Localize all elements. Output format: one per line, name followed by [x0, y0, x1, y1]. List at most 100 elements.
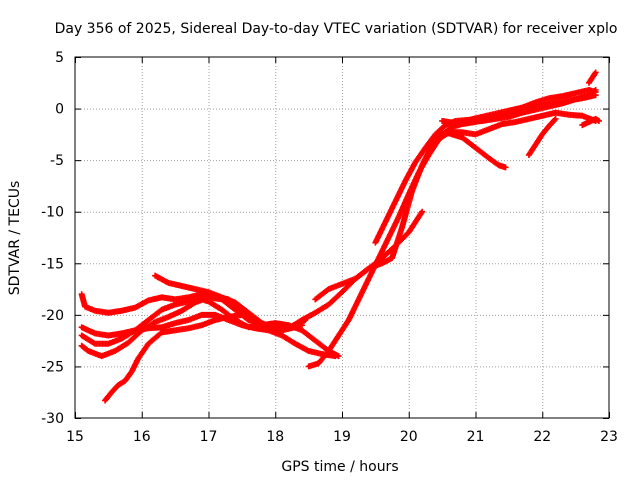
data-point	[245, 309, 252, 316]
data-point	[545, 103, 552, 110]
data-point	[585, 79, 592, 86]
data-point	[465, 118, 472, 125]
data-point	[419, 162, 426, 169]
data-point	[225, 313, 232, 320]
data-point	[238, 322, 245, 329]
data-point	[492, 115, 499, 122]
series-track-13	[579, 115, 602, 129]
data-point	[525, 151, 532, 158]
data-point	[519, 104, 526, 111]
series-track-12	[525, 115, 559, 158]
data-point	[212, 317, 219, 324]
data-marker-fill	[591, 87, 598, 94]
data-point	[365, 275, 372, 282]
x-tick-label: 20	[400, 429, 418, 445]
data-point	[339, 289, 345, 296]
data-point	[92, 340, 99, 347]
data-point	[559, 100, 566, 107]
data-point	[158, 294, 165, 301]
data-point	[325, 301, 332, 308]
series-track-10	[432, 130, 509, 171]
data-point	[118, 330, 125, 337]
data-point	[82, 303, 89, 310]
data-point	[205, 294, 212, 301]
data-point	[395, 213, 402, 220]
data-point	[298, 317, 305, 324]
data-point	[105, 309, 112, 316]
data-point	[98, 353, 105, 360]
x-tick-label: 23	[600, 429, 618, 445]
data-point	[105, 340, 112, 347]
data-point	[439, 117, 446, 124]
data-point	[185, 325, 192, 332]
y-tick-label: -25	[41, 359, 64, 375]
x-tick-label: 16	[133, 429, 151, 445]
data-point	[125, 339, 132, 346]
data-point	[152, 272, 159, 279]
data-point	[152, 319, 159, 326]
data-point	[345, 317, 352, 324]
data-point	[178, 307, 185, 314]
y-tick-label: -20	[41, 308, 64, 324]
data-point	[355, 296, 362, 303]
data-point	[532, 106, 539, 113]
data-point	[545, 123, 552, 130]
data-point	[118, 307, 125, 314]
data-point	[539, 112, 546, 119]
data-point	[192, 286, 199, 293]
data-point	[238, 311, 245, 318]
data-point	[128, 368, 135, 375]
data-point	[258, 322, 265, 329]
data-point	[472, 144, 479, 151]
data-point	[252, 325, 259, 332]
data-point	[372, 239, 379, 246]
data-point	[402, 177, 409, 184]
data-point	[445, 130, 452, 137]
data-point	[585, 92, 592, 99]
data-point	[78, 332, 85, 339]
data-point	[105, 332, 112, 339]
data-point	[185, 298, 192, 305]
data-point	[102, 397, 109, 404]
data-point	[122, 377, 129, 384]
data-point	[132, 327, 139, 334]
x-tick-label: 17	[200, 429, 218, 445]
data-point	[339, 280, 345, 287]
tick-labels: 15 16 17 18 19 20 21 22 23 -30 -25 -20 -15 -10 -5 0 5	[41, 50, 618, 445]
data-point	[278, 332, 285, 339]
data-point	[332, 353, 339, 360]
data-point	[118, 335, 125, 342]
data-point	[178, 282, 185, 289]
data-point	[389, 255, 396, 262]
data-point	[552, 109, 559, 116]
data-point	[78, 324, 85, 331]
data-point	[579, 122, 586, 129]
data-point	[592, 69, 599, 76]
data-point	[312, 337, 319, 344]
data-point	[532, 141, 539, 148]
chart-title: Day 356 of 2025, Sidereal Day-to-day VTE…	[55, 21, 618, 37]
y-tick-label: -10	[41, 205, 64, 221]
data-point	[492, 110, 499, 117]
data-point	[505, 113, 512, 120]
data-point	[365, 265, 372, 272]
data-point	[572, 90, 579, 97]
data-point	[298, 327, 305, 334]
x-tick-label: 22	[533, 429, 551, 445]
data-point	[212, 311, 219, 318]
data-markers	[78, 69, 602, 404]
data-point	[572, 96, 579, 103]
data-point	[559, 93, 566, 100]
data-point	[432, 131, 439, 138]
data-point	[172, 301, 179, 308]
data-point	[422, 144, 429, 151]
data-point	[592, 87, 599, 94]
data-point	[232, 306, 239, 313]
data-point	[305, 363, 312, 370]
data-point	[539, 131, 546, 138]
data-point	[298, 322, 305, 329]
data-point	[312, 309, 319, 316]
data-point	[112, 347, 119, 354]
data-point	[78, 291, 85, 298]
data-point	[325, 347, 332, 354]
